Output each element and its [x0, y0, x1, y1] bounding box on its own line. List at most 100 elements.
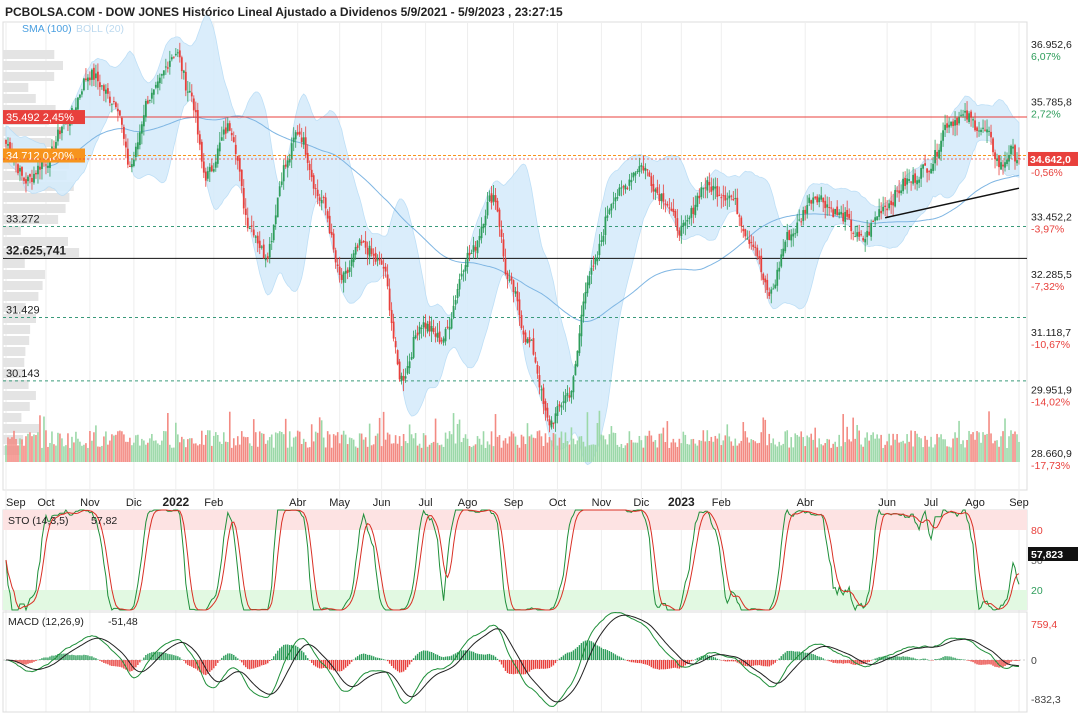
candle-body — [728, 195, 731, 199]
candle-body — [350, 259, 353, 267]
macd-hist-bar — [636, 660, 639, 664]
volume-profile-bar — [3, 127, 65, 136]
macd-hist-bar — [181, 659, 183, 660]
candle-body — [374, 252, 377, 262]
candle-body — [576, 350, 579, 367]
macd-hist-bar — [848, 660, 850, 664]
candle-body — [364, 241, 367, 248]
volume-bar — [207, 430, 209, 462]
volume-bar — [888, 433, 890, 462]
volume-bar — [478, 438, 481, 462]
y-tick-label: 33.452,2 — [1031, 212, 1072, 224]
volume-bar — [348, 437, 351, 462]
candle-body — [734, 197, 737, 199]
candle-body — [586, 282, 589, 294]
volume-bar — [420, 447, 423, 462]
macd-hist-bar — [446, 656, 449, 660]
volume-bar — [222, 432, 225, 462]
candle-body — [99, 82, 101, 88]
macd-hist-bar — [970, 660, 972, 662]
candle-body — [21, 167, 23, 176]
candle-body — [732, 198, 735, 200]
volume-bar — [23, 445, 25, 462]
volume-bar — [936, 433, 938, 462]
macd-line — [6, 611, 1019, 707]
volume-bar — [786, 430, 789, 462]
macd-hist-bar — [720, 660, 722, 661]
volume-bar — [107, 444, 109, 462]
volume-bar — [282, 434, 285, 462]
macd-hist-bar — [207, 660, 209, 674]
candle-body — [964, 110, 966, 113]
macd-hist-bar — [710, 656, 713, 660]
macd-hist-bar — [249, 660, 251, 670]
macd-hist-bar — [219, 660, 221, 661]
macd-hist-bar — [283, 644, 285, 660]
candle-body — [124, 141, 127, 148]
candle-body — [452, 305, 455, 318]
macd-hist-bar — [384, 659, 387, 661]
volume-profile-bar — [3, 248, 80, 257]
candle-body — [101, 85, 103, 87]
macd-hist-bar — [350, 660, 353, 662]
macd-hist-bar — [924, 658, 926, 660]
candle-body — [334, 250, 337, 263]
volume-bar — [590, 444, 593, 462]
volume-bar — [460, 442, 463, 462]
macd-hist-bar — [366, 654, 369, 660]
candle-body — [496, 200, 499, 212]
macd-hist-bar — [678, 660, 681, 669]
volume-bar — [632, 442, 635, 462]
y-tick-label: 28.660,9 — [1031, 448, 1072, 460]
candle-body — [484, 215, 487, 226]
candle-body — [690, 208, 693, 218]
volume-bar — [934, 444, 936, 462]
candle-body — [574, 364, 577, 376]
candle-body — [182, 70, 185, 73]
price-axis: 36.952,66,07%35.785,82,72%33.452,2-3,97%… — [1031, 39, 1072, 472]
macd-hist-bar — [624, 659, 627, 661]
volume-bar — [210, 445, 213, 462]
macd-hist-bar — [161, 652, 163, 660]
macd-hist-bar — [794, 651, 796, 660]
volume-bar — [310, 424, 313, 462]
candle-body — [634, 172, 637, 176]
volume-bar — [814, 427, 817, 462]
candle-body — [778, 267, 781, 272]
candle-body — [296, 132, 299, 135]
macd-hist-bar — [173, 655, 175, 660]
macd-hist-bar — [476, 653, 479, 660]
macd-hist-bar — [550, 660, 553, 667]
macd-hist-bar — [506, 660, 509, 674]
candle-body — [654, 189, 657, 192]
volume-bar — [858, 430, 860, 462]
candle-body — [394, 341, 397, 348]
candle-body — [628, 179, 631, 186]
volume-bar — [129, 437, 131, 462]
candle-body — [578, 333, 581, 354]
macd-hist-bar — [392, 660, 395, 669]
candle-body — [786, 232, 789, 240]
macd-hist-bar — [930, 660, 932, 661]
candle-body — [944, 124, 946, 131]
candle-body — [898, 190, 901, 194]
candle-body — [426, 323, 429, 332]
macd-hist-bar — [279, 648, 281, 660]
x-tick-label: Dic — [126, 497, 142, 509]
macd-hist-bar — [806, 652, 808, 660]
macd-hist-bar — [594, 643, 597, 660]
candle-body — [248, 227, 251, 229]
candle-body — [966, 110, 968, 120]
candle-body — [59, 130, 61, 135]
volume-bar — [482, 431, 485, 462]
candle-body — [812, 197, 815, 204]
candle-body — [810, 200, 813, 204]
volume-bar — [244, 437, 247, 462]
volume-bar — [404, 441, 407, 462]
volume-bar — [370, 445, 373, 462]
candle-body — [766, 279, 769, 291]
volume-bar — [173, 447, 175, 462]
candle-body — [904, 178, 907, 186]
volume-bar — [846, 426, 848, 462]
